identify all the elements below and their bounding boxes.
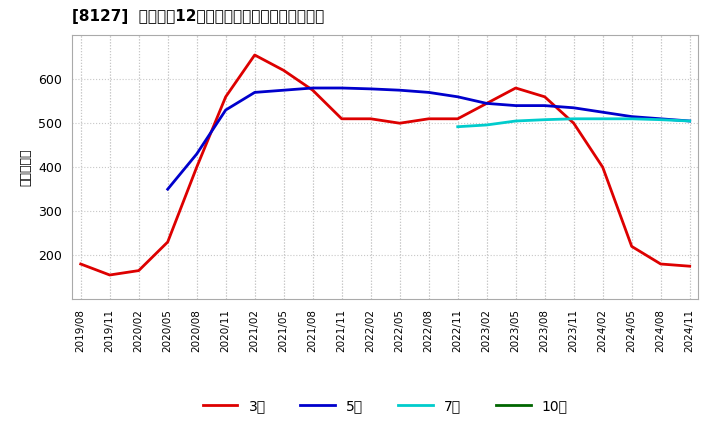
5年 xyxy=(657,116,665,121)
5年 xyxy=(454,94,462,99)
7年 xyxy=(482,122,491,128)
3年 xyxy=(598,165,607,170)
7年 xyxy=(511,118,520,124)
5年 xyxy=(251,90,259,95)
5年 xyxy=(395,88,404,93)
7年 xyxy=(570,116,578,121)
7年 xyxy=(598,116,607,121)
5年 xyxy=(598,110,607,115)
5年 xyxy=(192,151,201,157)
3年 xyxy=(135,268,143,273)
3年 xyxy=(424,116,433,121)
Line: 5年: 5年 xyxy=(168,88,690,189)
3年 xyxy=(76,261,85,267)
7年 xyxy=(541,117,549,122)
5年 xyxy=(424,90,433,95)
Y-axis label: （百万円）: （百万円） xyxy=(19,148,32,186)
Legend: 3年, 5年, 7年, 10年: 3年, 5年, 7年, 10年 xyxy=(197,394,573,419)
5年 xyxy=(163,187,172,192)
5年 xyxy=(627,114,636,119)
3年 xyxy=(221,94,230,99)
Text: [8127]  経常利益12か月移動合計の標準偏差の推移: [8127] 経常利益12か月移動合計の標準偏差の推移 xyxy=(72,9,324,24)
7年 xyxy=(454,124,462,129)
7年 xyxy=(685,118,694,124)
5年 xyxy=(685,118,694,124)
3年 xyxy=(685,264,694,269)
5年 xyxy=(308,85,317,91)
3年 xyxy=(366,116,375,121)
3年 xyxy=(511,85,520,91)
3年 xyxy=(308,88,317,93)
7年 xyxy=(657,117,665,122)
3年 xyxy=(251,52,259,58)
7年 xyxy=(627,116,636,121)
3年 xyxy=(454,116,462,121)
3年 xyxy=(541,94,549,99)
3年 xyxy=(163,239,172,245)
Line: 3年: 3年 xyxy=(81,55,690,275)
5年 xyxy=(221,107,230,113)
5年 xyxy=(482,101,491,106)
5年 xyxy=(279,88,288,93)
3年 xyxy=(627,244,636,249)
5年 xyxy=(511,103,520,108)
5年 xyxy=(366,86,375,92)
3年 xyxy=(338,116,346,121)
3年 xyxy=(657,261,665,267)
3年 xyxy=(192,165,201,170)
3年 xyxy=(482,101,491,106)
3年 xyxy=(279,68,288,73)
5年 xyxy=(338,85,346,91)
3年 xyxy=(395,121,404,126)
5年 xyxy=(570,105,578,110)
3年 xyxy=(105,272,114,278)
5年 xyxy=(541,103,549,108)
Line: 7年: 7年 xyxy=(458,119,690,127)
3年 xyxy=(570,121,578,126)
